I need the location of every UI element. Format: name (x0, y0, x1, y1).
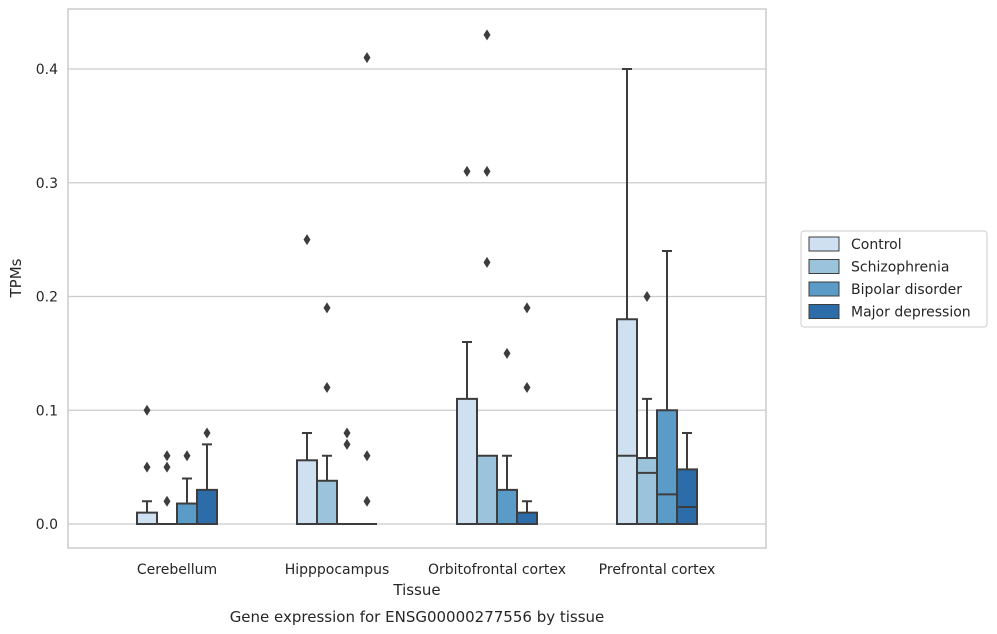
x-axis-title: Tissue (392, 581, 440, 599)
box-major-depression (516, 302, 538, 525)
box-bipolar-disorder (176, 450, 198, 525)
outlier-point (163, 450, 171, 462)
box-schizophrenia (157, 450, 177, 525)
outlier-point (363, 450, 371, 462)
boxes-layer (136, 29, 698, 525)
outlier-point (203, 427, 211, 439)
outlier-point (303, 234, 311, 246)
box-schizophrenia (636, 291, 658, 525)
y-tick-label: 0.0 (36, 517, 58, 533)
outlier-point (503, 347, 511, 359)
outlier-point (343, 438, 351, 450)
box-body (676, 468, 698, 525)
outlier-point (143, 404, 151, 416)
legend-label: Bipolar disorder (851, 282, 962, 298)
box-schizophrenia (316, 302, 338, 525)
outlier-point (483, 256, 491, 268)
box-major-depression (676, 432, 698, 525)
outlier-point (323, 382, 331, 393)
box-control (616, 68, 638, 525)
outlier-point (363, 495, 371, 507)
legend-frame (800, 230, 988, 328)
outlier-point (463, 165, 471, 177)
box-body (616, 318, 638, 525)
outlier-point (643, 291, 651, 302)
box-body (656, 409, 678, 525)
x-tick-label: Prefrontal cortex (599, 562, 716, 578)
box-control (456, 165, 478, 525)
x-tick-label: Orbitofrontal cortex (428, 562, 566, 578)
outlier-point (163, 495, 171, 507)
x-axis-ticks: Cerebellum Hipppocampus Orbitofrontal cort… (137, 562, 715, 578)
box-body (176, 502, 198, 525)
legend-swatch (808, 281, 840, 297)
y-axis-ticks: 0.0 0.1 0.2 0.3 0.4 (36, 62, 58, 533)
outlier-point (183, 450, 191, 462)
box-bipolar-disorder (337, 427, 357, 525)
y-tick-label: 0.3 (36, 176, 58, 192)
legend-label: Major depression (851, 305, 971, 321)
y-axis-title: TPMs (7, 258, 25, 298)
legend-swatch (808, 304, 840, 319)
box-body (196, 488, 218, 525)
legend-label: Schizophrenia (851, 260, 949, 276)
legend-swatch (808, 236, 840, 252)
legend-swatch (808, 259, 840, 274)
legend-label: Control (851, 237, 902, 253)
plot-frame (67, 8, 767, 549)
box-body (476, 454, 498, 525)
box-body (296, 459, 318, 525)
outlier-point (483, 29, 491, 41)
box-body (316, 479, 338, 525)
outlier-point (343, 427, 351, 439)
box-major-depression (357, 52, 377, 525)
chart-caption: Gene expression for ENSG00000277556 by t… (230, 608, 605, 626)
box-body (516, 511, 538, 525)
box-body (496, 488, 518, 525)
y-tick-label: 0.1 (36, 403, 58, 419)
outlier-point (363, 52, 371, 64)
box-body (136, 511, 158, 525)
box-control (136, 404, 158, 525)
box-bipolar-disorder (656, 250, 678, 525)
box-bipolar-disorder (496, 347, 518, 525)
box-body (456, 397, 478, 525)
outlier-point (143, 461, 151, 473)
x-tick-label: Hipppocampus (285, 562, 390, 578)
y-tick-label: 0.2 (36, 290, 58, 306)
outlier-point (323, 302, 331, 314)
outlier-point (163, 461, 171, 473)
x-tick-label: Cerebellum (137, 562, 217, 578)
box-major-depression (196, 427, 218, 525)
outlier-point (523, 302, 531, 314)
legend: Control Schizophrenia Bipolar disorder Majo… (800, 230, 988, 328)
outlier-point (523, 382, 531, 393)
y-tick-label: 0.4 (36, 62, 58, 78)
box-schizophrenia (476, 29, 498, 525)
box-body (636, 457, 658, 525)
outlier-point (483, 165, 491, 177)
